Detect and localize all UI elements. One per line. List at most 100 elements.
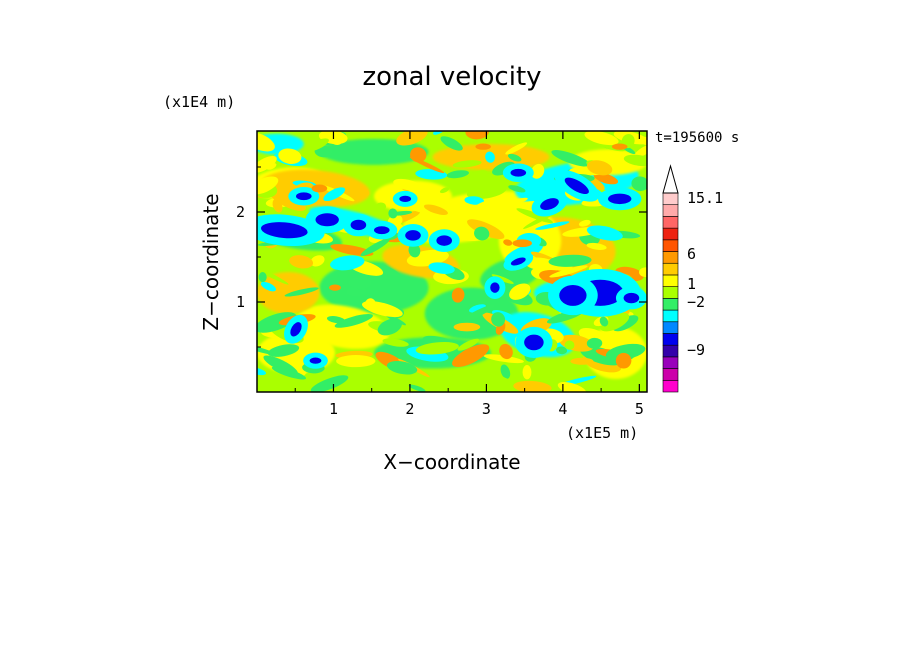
- x-axis-label: X−coordinate: [383, 450, 520, 474]
- field-patch: [272, 199, 283, 213]
- field-vortex: [559, 284, 587, 306]
- field-patch: [451, 287, 465, 303]
- field-patch: [465, 131, 490, 140]
- field-vortex: [540, 198, 559, 211]
- field-patch: [491, 312, 506, 327]
- field-region: [319, 261, 429, 314]
- colorbar-swatch: [662, 251, 679, 264]
- field-patch: [372, 262, 401, 277]
- colorbar-swatch: [662, 356, 679, 369]
- x-tick-label: 3: [482, 400, 491, 418]
- colorbar-swatch: [662, 309, 679, 323]
- field-patch: [348, 276, 372, 290]
- field-vortex: [510, 257, 526, 266]
- field-patch: [570, 357, 594, 365]
- field-patch: [423, 204, 448, 215]
- field-patch: [278, 148, 302, 164]
- field-patch: [360, 238, 390, 257]
- colorbar-label: 15.1: [687, 189, 723, 207]
- field-patch: [452, 160, 482, 168]
- field-patch: [377, 318, 402, 336]
- field-vortex: [399, 195, 412, 202]
- field-vortex: [350, 219, 367, 231]
- field-patch: [308, 318, 329, 330]
- field-patch: [439, 187, 450, 194]
- field-vortex: [260, 222, 308, 239]
- field-patch: [330, 255, 365, 271]
- field-patch: [326, 315, 346, 324]
- field-patch: [535, 221, 570, 230]
- field-patch: [408, 384, 426, 392]
- field-vortex: [564, 177, 589, 194]
- field-patch: [336, 355, 376, 368]
- colorbar-label: 1: [687, 275, 696, 293]
- field-patch: [257, 132, 275, 152]
- colorbar-swatch: [662, 227, 679, 241]
- y-axis-ticks: 12: [236, 166, 647, 348]
- field-patch: [586, 337, 603, 349]
- colorbar-swatch: [662, 368, 679, 381]
- colorbar-swatch: [662, 216, 679, 229]
- field-highlight: [475, 143, 492, 150]
- field-patch: [531, 163, 545, 179]
- field-patch: [469, 198, 509, 218]
- field-patch: [485, 151, 495, 163]
- field-patch: [452, 344, 490, 368]
- time-label: t=195600 s: [655, 130, 739, 146]
- colorbar-swatch: [662, 239, 679, 252]
- y-tick-label: 2: [236, 203, 245, 221]
- field-highlight: [311, 184, 328, 193]
- field-patch: [513, 380, 552, 392]
- field-patch: [586, 225, 623, 241]
- field-highlight: [329, 284, 341, 291]
- field-vortex: [490, 282, 500, 293]
- colorbar-swatch: [662, 274, 679, 287]
- field-patch: [508, 153, 522, 162]
- field-patch: [556, 346, 568, 355]
- field-patch: [564, 340, 575, 350]
- field-patch: [505, 142, 528, 155]
- field-patch: [446, 170, 469, 179]
- field-vortex: [436, 235, 453, 246]
- field-patch: [415, 342, 459, 355]
- field-vortex: [290, 322, 302, 337]
- field-patch: [509, 283, 531, 300]
- field-patch: [634, 144, 647, 158]
- velocity-field: [257, 131, 647, 392]
- field-patch: [257, 265, 289, 285]
- colorbar-swatch: [662, 344, 679, 358]
- field-patch: [323, 187, 346, 202]
- field-patch: [257, 155, 277, 173]
- x-unit-label: (x1E5 m): [566, 424, 638, 442]
- field-patch: [557, 381, 587, 392]
- field-patch: [268, 187, 306, 211]
- field-patch: [408, 243, 421, 258]
- field-patch: [549, 265, 588, 278]
- field-patch: [499, 343, 513, 360]
- field-region: [257, 271, 320, 314]
- x-tick-label: 1: [329, 400, 338, 418]
- field-patch: [329, 133, 343, 145]
- field-patch: [386, 361, 418, 375]
- field-patch: [457, 338, 480, 351]
- field-patch: [257, 176, 279, 195]
- colorbar-swatch: [662, 321, 679, 334]
- field-highlight: [512, 239, 532, 248]
- field-patch: [593, 172, 619, 185]
- field-patch: [334, 314, 373, 328]
- y-tick-label: 1: [236, 293, 245, 311]
- field-vortex: [510, 168, 527, 177]
- y-axis-label: Z−coordinate: [199, 193, 223, 330]
- field-patch: [305, 138, 329, 152]
- field-vortex: [309, 357, 322, 364]
- colorbar-label: 6: [687, 245, 696, 263]
- field-patch: [578, 219, 591, 227]
- field-patch: [478, 374, 514, 392]
- field-patch: [310, 375, 349, 392]
- field-patch: [586, 160, 613, 176]
- field-patch: [578, 327, 611, 347]
- field-patch: [472, 170, 488, 177]
- field-patch: [580, 346, 623, 366]
- field-patch: [466, 183, 507, 200]
- field-patch: [586, 242, 607, 250]
